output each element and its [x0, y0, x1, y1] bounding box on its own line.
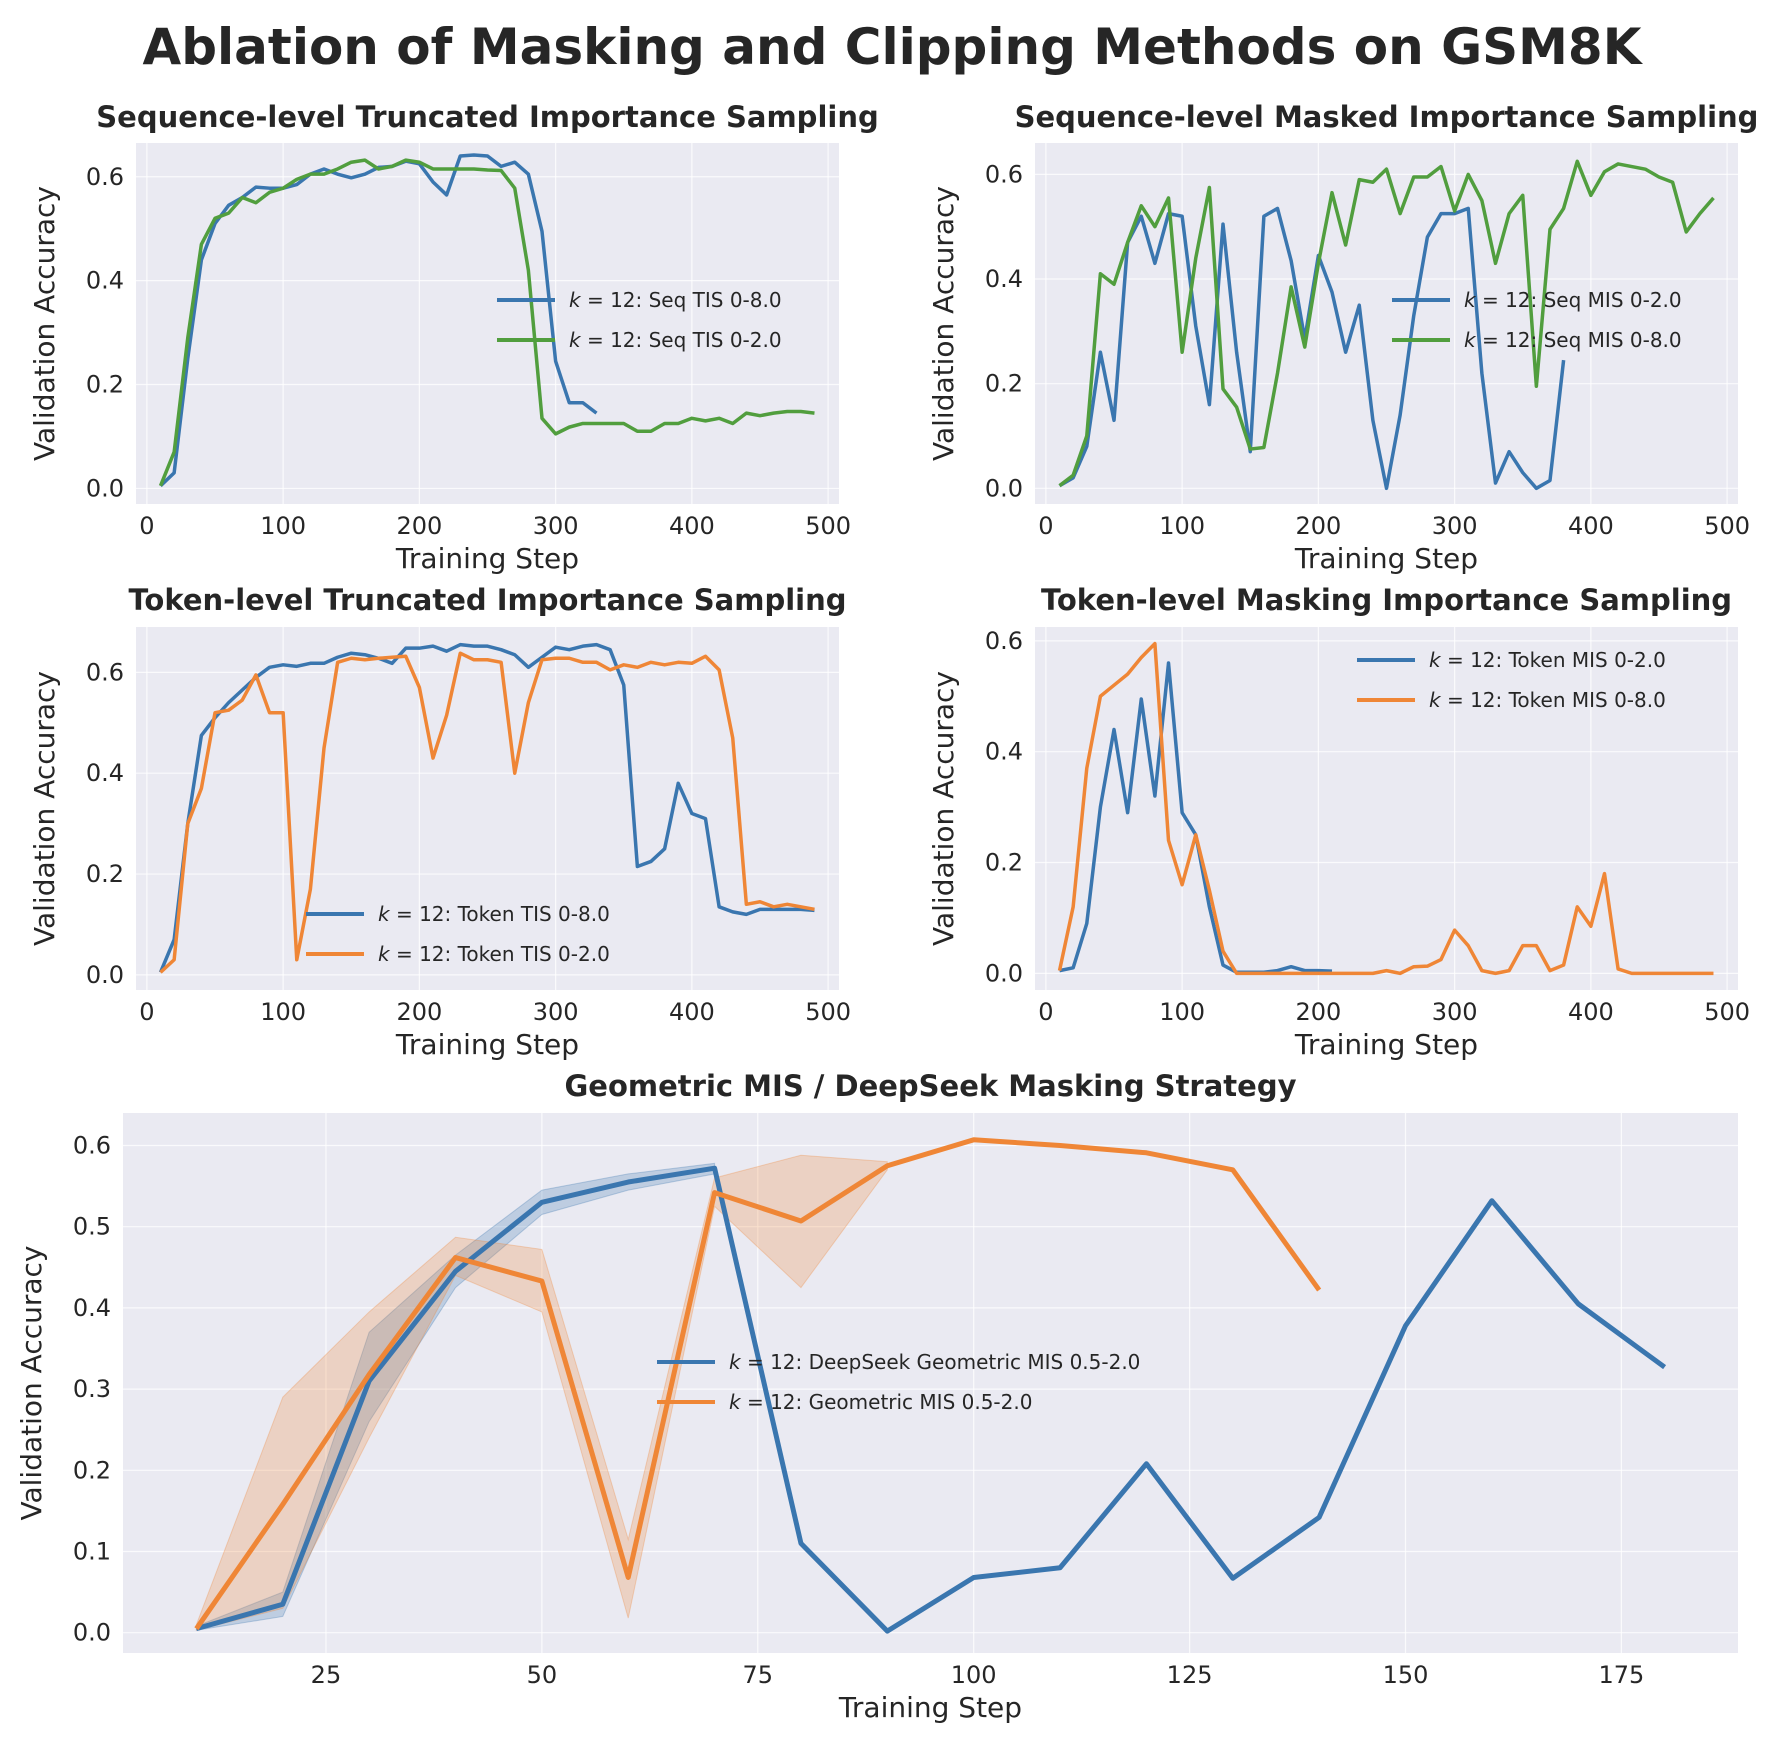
x-tick-label: 100 — [1159, 998, 1205, 1026]
legend-label: k = 12: Token MIS 0-2.0 — [1429, 648, 1666, 672]
x-axis-label: Training Step — [395, 1028, 579, 1061]
series-1-line — [158, 642, 815, 974]
y-tick-label: 0.0 — [73, 1619, 111, 1647]
x-tick-label: 25 — [311, 1661, 342, 1689]
x-tick-label: 100 — [260, 512, 306, 540]
legend-label: k = 12: Seq MIS 0-8.0 — [1464, 328, 1682, 352]
x-tick-label: 200 — [1295, 998, 1341, 1026]
legend-label: k = 12: Token TIS 0-2.0 — [378, 942, 610, 966]
x-tick-label: 0 — [139, 512, 154, 540]
x-axis-label: Training Step — [838, 1691, 1022, 1724]
y-tick-label: 0.4 — [86, 759, 124, 787]
panel-title: Sequence-level Truncated Importance Samp… — [96, 100, 878, 134]
x-tick-label: 150 — [1383, 1661, 1429, 1689]
series-2-line — [158, 158, 815, 487]
series-2-line — [159, 651, 815, 974]
y-tick-label: 0.3 — [73, 1375, 111, 1403]
plot-background — [1035, 143, 1738, 504]
y-tick-label: 0.0 — [985, 959, 1023, 987]
x-tick-label: 400 — [669, 512, 715, 540]
y-tick-label: 0.0 — [86, 474, 124, 502]
y-tick-label: 0.0 — [985, 474, 1023, 502]
x-axis-label: Training Step — [1294, 542, 1478, 575]
x-tick-label: 100 — [951, 1661, 997, 1689]
legend-label: k = 12: DeepSeek Geometric MIS 0.5-2.0 — [729, 1350, 1140, 1374]
y-tick-label: 0.0 — [86, 961, 124, 989]
legend-label: k = 12: Seq TIS 0-8.0 — [569, 288, 782, 312]
series-2-line — [1057, 641, 1714, 976]
chart-panel-2: 0 100 200 300 400 500 0.0 0.2 0.4 0.6 Training Ste… — [927, 100, 1758, 575]
y-axis-label: Validation Accuracy — [927, 671, 960, 946]
y-axis-label: Validation Accuracy — [15, 1246, 48, 1521]
x-tick-label: 400 — [1568, 512, 1614, 540]
y-tick-label: 0.4 — [985, 265, 1023, 293]
chart-panel-1: 0 100 200 300 400 500 0.0 0.2 0.4 0.6 Training Ste… — [28, 100, 879, 575]
chart-panel-5: 25 50 75 100 125 150 175 0.0 0.1 0.2 0.3 0.4 0.5 0.6 T… — [15, 1069, 1738, 1724]
x-axis-label: Training Step — [1294, 1028, 1478, 1061]
y-tick-label: 0.2 — [985, 849, 1023, 877]
panel-title: Token-level Truncated Importance Samplin… — [128, 583, 846, 617]
x-tick-label: 0 — [1038, 998, 1053, 1026]
y-tick-label: 0.6 — [73, 1131, 111, 1159]
x-tick-label: 500 — [1704, 998, 1750, 1026]
x-tick-label: 300 — [1432, 998, 1478, 1026]
x-tick-label: 125 — [1167, 1661, 1213, 1689]
x-tick-label: 0 — [1038, 512, 1053, 540]
y-tick-label: 0.1 — [73, 1537, 111, 1565]
plot-background — [1035, 627, 1738, 990]
x-tick-label: 500 — [805, 512, 851, 540]
y-tick-label: 0.2 — [73, 1456, 111, 1484]
x-tick-label: 400 — [669, 998, 715, 1026]
x-tick-label: 100 — [260, 998, 306, 1026]
legend-label: k = 12: Seq TIS 0-2.0 — [569, 328, 782, 352]
y-tick-label: 0.6 — [985, 627, 1023, 655]
x-tick-label: 500 — [1704, 512, 1750, 540]
legend-label: k = 12: Seq MIS 0-2.0 — [1464, 288, 1682, 312]
y-tick-label: 0.4 — [985, 738, 1023, 766]
y-axis-label: Validation Accuracy — [927, 186, 960, 461]
legend-label: k = 12: Token TIS 0-8.0 — [378, 902, 610, 926]
chart-panel-3: 0 100 200 300 400 500 0.0 0.2 0.4 0.6 Training Ste… — [28, 583, 851, 1061]
x-tick-label: 400 — [1568, 998, 1614, 1026]
series-1-line — [195, 1165, 1667, 1634]
x-tick-label: 300 — [533, 998, 579, 1026]
x-tick-label: 175 — [1599, 1661, 1645, 1689]
y-tick-label: 0.2 — [86, 371, 124, 399]
y-tick-label: 0.6 — [86, 658, 124, 686]
panel-title: Token-level Masking Importance Sampling — [1041, 583, 1732, 617]
y-tick-label: 0.2 — [985, 370, 1023, 398]
x-tick-label: 100 — [1159, 512, 1205, 540]
x-tick-label: 200 — [396, 512, 442, 540]
legend-label: k = 12: Geometric MIS 0.5-2.0 — [729, 1390, 1032, 1414]
panel-title: Geometric MIS / DeepSeek Masking Strateg… — [565, 1069, 1297, 1103]
y-axis-label: Validation Accuracy — [28, 186, 61, 461]
series-2-band — [195, 1154, 888, 1631]
x-tick-label: 75 — [742, 1661, 773, 1689]
x-tick-label: 500 — [805, 998, 851, 1026]
y-tick-label: 0.4 — [86, 267, 124, 295]
series-2-line — [194, 1137, 1322, 1631]
x-axis-label: Training Step — [395, 542, 579, 575]
y-axis-label: Validation Accuracy — [28, 671, 61, 946]
chart-panel-4: 0 100 200 300 400 500 0.0 0.2 0.4 0.6 Training Ste… — [927, 583, 1750, 1061]
series-2-line — [1058, 159, 1715, 488]
y-tick-label: 0.2 — [86, 860, 124, 888]
x-tick-label: 200 — [1295, 512, 1341, 540]
x-tick-label: 0 — [139, 998, 154, 1026]
y-tick-label: 0.6 — [86, 163, 124, 191]
panel-title: Sequence-level Masked Importance Samplin… — [1015, 100, 1759, 134]
y-tick-label: 0.5 — [73, 1213, 111, 1241]
figure-title: Ablation of Masking and Clipping Methods… — [143, 18, 1644, 76]
plot-background — [123, 1113, 1738, 1653]
y-tick-label: 0.4 — [73, 1294, 111, 1322]
y-tick-label: 0.6 — [985, 160, 1023, 188]
x-tick-label: 50 — [527, 1661, 558, 1689]
x-tick-label: 200 — [396, 998, 442, 1026]
plot-background — [136, 627, 839, 990]
x-tick-label: 300 — [533, 512, 579, 540]
legend-label: k = 12: Token MIS 0-8.0 — [1429, 688, 1666, 712]
x-tick-label: 300 — [1432, 512, 1478, 540]
